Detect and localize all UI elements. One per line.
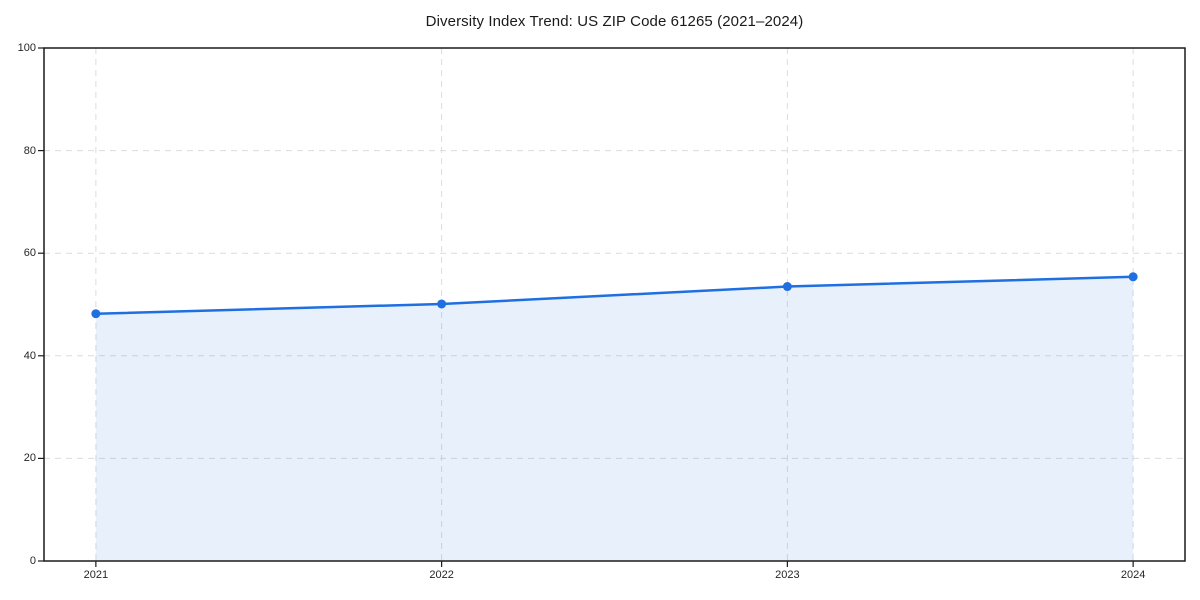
x-tick-label: 2021 (83, 569, 109, 581)
y-tick-label: 40 (23, 349, 36, 362)
area-fill (95, 276, 1134, 561)
data-point-marker (1128, 272, 1138, 282)
chart-title: Diversity Index Trend: US ZIP Code 61265… (425, 13, 804, 30)
x-tick-label: 2023 (775, 569, 800, 581)
trend-line (94, 275, 1135, 315)
data-point-marker (782, 282, 792, 292)
y-tick-label: 80 (23, 144, 36, 157)
x-tick-label: 2022 (429, 569, 454, 581)
y-tick-label: 60 (23, 247, 36, 260)
axes-spines (43, 47, 1186, 562)
y-tick-label: 20 (23, 452, 36, 465)
data-point-marker (91, 309, 101, 319)
y-tick-label: 0 (29, 555, 36, 567)
x-tick-label: 2024 (1120, 569, 1146, 581)
y-tick-label: 100 (17, 42, 36, 54)
line-chart-plot-area (38, 47, 1186, 567)
data-point-marker (437, 299, 447, 309)
